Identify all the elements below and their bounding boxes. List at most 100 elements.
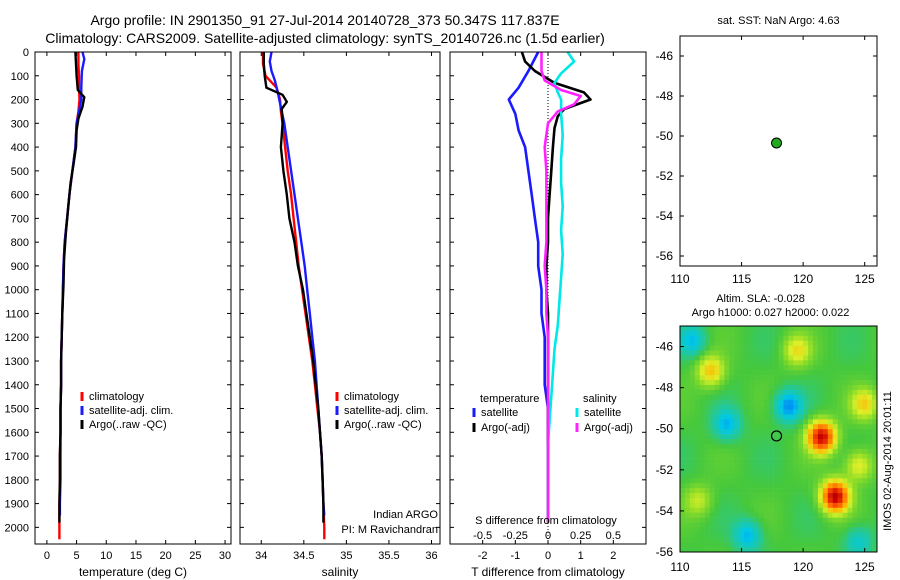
sla-cell <box>744 399 750 405</box>
sla-cell <box>842 488 848 494</box>
sla-cell <box>709 512 715 518</box>
sla-cell <box>852 547 858 553</box>
sla-cell <box>788 532 794 538</box>
sla-cell <box>842 468 848 474</box>
sla-cell <box>808 389 814 396</box>
sla-cell <box>778 326 784 332</box>
sla-cell <box>798 424 804 430</box>
sla-cell <box>798 522 804 528</box>
sla-cell <box>837 527 843 533</box>
sla-cell <box>699 443 705 450</box>
sla-cell <box>808 439 814 445</box>
sla-cell <box>694 404 700 410</box>
sla-cell <box>694 326 700 332</box>
sla-cell <box>783 360 789 366</box>
sla-cell <box>744 360 750 366</box>
sla-cell <box>714 522 720 528</box>
sla-cell <box>872 419 878 425</box>
y-tick-label: -52 <box>656 463 674 477</box>
sla-cell <box>817 380 824 386</box>
sla-cell <box>822 478 829 484</box>
sla-cell <box>684 330 691 337</box>
sla-cell <box>847 448 853 455</box>
sla-cell <box>714 409 720 415</box>
sla-cell <box>783 478 789 484</box>
sla-cell <box>837 517 843 523</box>
sla-cell <box>768 522 774 528</box>
sla-cell <box>744 507 750 513</box>
sla-cell <box>803 399 809 405</box>
sla-cell <box>763 399 769 405</box>
imos-timestamp: IMOS 02-Aug-2014 20:01:11 <box>882 391 894 531</box>
sla-cell <box>822 429 829 435</box>
sla-cell <box>763 473 769 479</box>
sla-cell <box>768 537 774 543</box>
sla-cell <box>837 488 843 494</box>
sla-cell <box>704 409 710 415</box>
sla-cell <box>827 532 833 538</box>
sla-cell <box>724 419 730 425</box>
sla-cell <box>753 527 760 533</box>
sla-cell <box>724 384 730 391</box>
sla-cell <box>724 497 730 504</box>
sla-cell <box>734 360 740 366</box>
sla-cell <box>709 365 715 371</box>
sla-cell <box>719 335 725 342</box>
sla-cell <box>680 488 686 494</box>
sla-cell <box>714 493 720 499</box>
sla-cell <box>680 512 686 518</box>
sla-cell <box>689 443 696 450</box>
sla-cell <box>694 458 700 464</box>
sla-cell <box>867 414 873 420</box>
sla-cell <box>788 483 794 489</box>
sla-cell <box>753 478 760 484</box>
sla-cell <box>808 463 814 469</box>
sla-cell <box>689 375 696 381</box>
sla-cell <box>699 527 705 533</box>
sla-cell <box>832 360 838 366</box>
sla-cell <box>719 443 725 450</box>
sla-cell <box>783 326 789 332</box>
sla-cell <box>744 419 750 425</box>
sla-cell <box>699 493 705 499</box>
sla-cell <box>872 478 878 484</box>
sla-cell <box>680 414 686 420</box>
sla-cell <box>739 448 745 455</box>
sla-cell <box>778 522 784 528</box>
sla-cell <box>714 375 720 381</box>
sla-cell <box>709 340 715 346</box>
sla-cell <box>808 360 814 366</box>
sla-cell <box>837 493 843 499</box>
sla-cell <box>709 429 715 435</box>
sla-cell <box>719 453 725 459</box>
sla-cell <box>724 360 730 366</box>
sla-cell <box>803 439 809 445</box>
sla-cell <box>822 497 829 504</box>
sla-cell <box>872 330 878 337</box>
sla-cell <box>748 547 755 553</box>
sla-cell <box>724 453 730 459</box>
sla-cell <box>680 473 686 479</box>
sla-cell <box>763 370 769 376</box>
sla-cell <box>680 463 686 469</box>
sla-cell <box>812 488 819 494</box>
sla-cell <box>783 547 789 553</box>
sla-cell <box>714 537 720 543</box>
sla-cell <box>689 547 696 553</box>
sla-cell <box>739 404 745 410</box>
sla-cell <box>783 453 789 459</box>
sla-cell <box>714 507 720 513</box>
sla-cell <box>837 340 843 346</box>
sla-cell <box>753 360 760 366</box>
sla-cell <box>753 394 760 400</box>
sla-cell <box>729 365 735 371</box>
sla-cell <box>694 522 700 528</box>
sla-cell <box>724 439 730 445</box>
sla-cell <box>778 404 784 410</box>
sla-cell <box>729 434 735 440</box>
sla-cell <box>847 360 853 366</box>
sla-cell <box>694 473 700 479</box>
sla-cell <box>822 326 829 332</box>
sla-cell <box>872 380 878 386</box>
sla-cell <box>808 414 814 420</box>
